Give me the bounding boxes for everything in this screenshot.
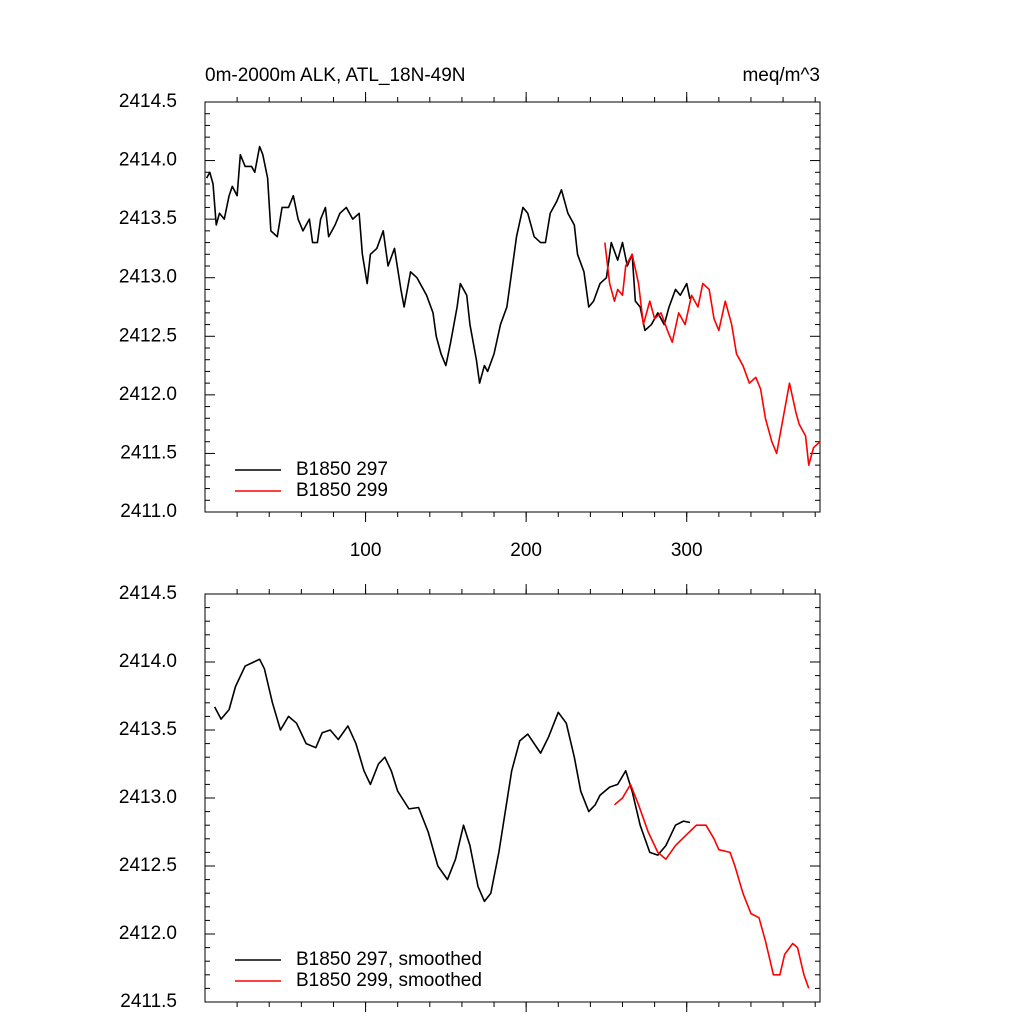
- y-tick-label: 2411.5: [120, 442, 177, 463]
- y-tick-label: 2414.5: [119, 91, 177, 112]
- legend-label: B1850 299, smoothed: [296, 970, 482, 991]
- x-tick-label: 300: [671, 540, 703, 561]
- y-tick-label: 2414.0: [119, 651, 177, 672]
- plot-frame: [204, 101, 821, 513]
- legend-label: B1850 297: [296, 459, 388, 480]
- series-line: [205, 145, 691, 384]
- y-tick-label: 2413.0: [119, 267, 177, 288]
- units-label: meq/m^3: [742, 65, 820, 86]
- y-tick-label: 2414.5: [119, 583, 177, 604]
- legend-label: B1850 299: [296, 480, 388, 501]
- series-line: [213, 658, 691, 903]
- series-line: [604, 242, 821, 466]
- y-tick-label: 2413.0: [119, 787, 177, 808]
- x-tick-label: 100: [350, 540, 382, 561]
- y-tick-label: 2412.5: [119, 325, 177, 346]
- x-tick-label: 200: [510, 540, 542, 561]
- series-line: [613, 783, 810, 989]
- y-tick-label: 2414.0: [119, 150, 177, 171]
- y-tick-label: 2413.5: [119, 719, 177, 740]
- y-tick-label: 2412.0: [119, 384, 177, 405]
- chart-title: 0m-2000m ALK, ATL_18N-49N: [205, 65, 466, 86]
- y-tick-label: 2411.0: [120, 501, 177, 522]
- y-tick-label: 2412.5: [119, 855, 177, 876]
- plot-frame: [204, 593, 821, 1003]
- y-tick-label: 2412.0: [119, 923, 177, 944]
- y-tick-label: 2411.5: [120, 991, 177, 1012]
- y-tick-label: 2413.5: [119, 208, 177, 229]
- legend-label: B1850 297, smoothed: [296, 949, 482, 970]
